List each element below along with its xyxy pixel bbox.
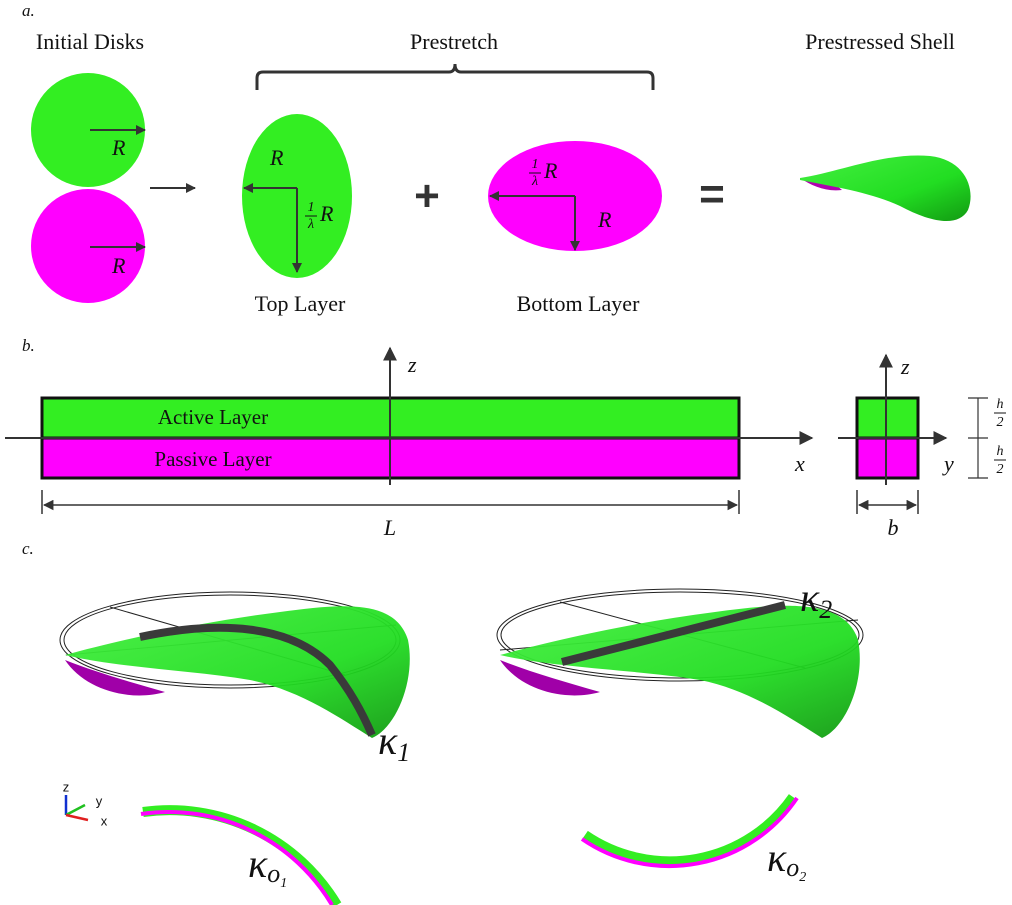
index: 2 — [799, 870, 806, 885]
panel-label: c. — [22, 539, 34, 558]
axis-triad: z y x — [63, 779, 108, 828]
curvature-label: κ2 — [800, 575, 832, 624]
index: 1 — [280, 876, 287, 891]
dimension-label: b — [888, 515, 899, 540]
fraction-numerator: h — [997, 397, 1004, 412]
heading: Prestressed Shell — [805, 29, 955, 54]
radius-label: R — [111, 135, 126, 160]
heading: Prestretch — [410, 29, 498, 54]
panel-b: b. z x Active Layer Passive Layer L z y … — [5, 336, 1006, 540]
fraction-denominator: λ — [531, 174, 538, 189]
radius-label: R — [319, 201, 334, 226]
triad-label: y — [96, 793, 103, 808]
fraction-numerator: 1 — [532, 157, 539, 172]
symbol: κ — [767, 835, 787, 880]
fraction-denominator: 2 — [997, 462, 1004, 477]
caption: Bottom Layer — [517, 291, 640, 316]
layer-label: Passive Layer — [154, 447, 271, 471]
section-active — [857, 398, 918, 438]
subscript: o — [267, 859, 280, 888]
section-passive — [857, 438, 918, 478]
radius-label: R — [597, 207, 612, 232]
caption: Top Layer — [255, 291, 346, 316]
operator: + — [414, 172, 440, 221]
dimension-label: L — [383, 515, 396, 540]
radius-label: R — [543, 158, 558, 183]
heading: Initial Disks — [36, 29, 144, 54]
operator: = — [699, 170, 725, 219]
subscript: 1 — [397, 738, 410, 767]
bracket — [257, 64, 653, 90]
panel-c: c. κ1 κ2 z y x — [22, 539, 863, 905]
symbol: κ — [248, 841, 268, 886]
panel-label: a. — [22, 1, 35, 20]
panel-a: a. Initial Disks Prestretch Prestressed … — [22, 1, 971, 316]
subscript: o — [786, 853, 799, 882]
symbol: κ — [800, 575, 820, 620]
fraction-denominator: λ — [307, 217, 314, 232]
axis-label: z — [900, 354, 910, 379]
fraction-numerator: 1 — [308, 200, 315, 215]
fraction-denominator: 2 — [997, 415, 1004, 430]
fraction-numerator: h — [997, 444, 1004, 459]
axis-label: y — [942, 451, 954, 476]
symbol: κ — [378, 718, 398, 763]
figure: a. Initial Disks Prestretch Prestressed … — [0, 0, 1012, 905]
curvature-label: κo2 — [767, 835, 806, 885]
thickness-bracket — [968, 398, 988, 478]
layer-label: Active Layer — [158, 405, 268, 429]
shell-left — [60, 592, 410, 738]
axis-label: x — [794, 451, 805, 476]
curvature-label: κ1 — [378, 718, 410, 767]
natural-arc — [585, 797, 793, 861]
radius-label: R — [269, 145, 284, 170]
panel-label: b. — [22, 336, 35, 355]
subscript: 2 — [819, 595, 832, 624]
triad-label: x — [101, 813, 108, 828]
axis-label: z — [407, 352, 417, 377]
triad-label: z — [63, 779, 70, 794]
radius-label: R — [111, 253, 126, 278]
